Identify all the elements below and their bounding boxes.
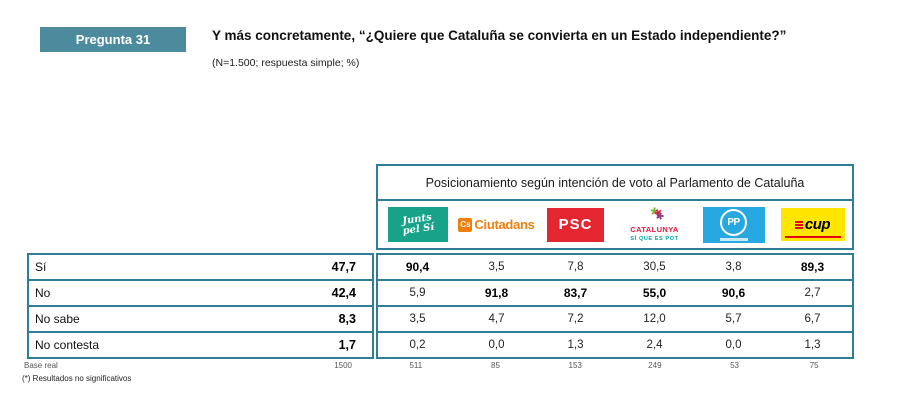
table-row: No 42,4 (29, 281, 372, 307)
value-cell: 55,0 (642, 286, 667, 300)
cup-red-strip (784, 236, 841, 238)
pp-circle-icon: PP (720, 208, 747, 236)
cs-badge-icon: Cs (458, 217, 473, 232)
answers-total-table: Sí 47,7 No 42,4 No sabe 8,3 No contesta 1,7 (27, 253, 374, 359)
value-cell: 2,4 (646, 339, 663, 351)
junts-pel-si-logo: Junts pel Sí (387, 207, 448, 242)
vote-intention-header-box: Posicionamiento según intención de voto … (376, 164, 854, 250)
party-column-psc: PSC (536, 201, 615, 248)
csqp-logo-line1: CATALUNYA (630, 224, 679, 234)
value-cell: 6,7 (804, 313, 821, 325)
row-label: No sabe (35, 312, 80, 326)
value-cell: 12,0 (643, 313, 666, 325)
value-cell: 90,4 (405, 260, 430, 274)
row-total-value: 47,7 (331, 260, 356, 274)
row-label: Sí (35, 260, 47, 274)
value-cell: 5,7 (725, 313, 742, 325)
base-real-value: 249 (648, 361, 662, 370)
row-total-value: 42,4 (331, 286, 356, 300)
party-column-catalunya-si-que-es-pot: * * * CATALUNYA SÍ QUE ES POT (615, 201, 694, 248)
value-cell: 4,7 (488, 313, 505, 325)
party-logo-row: Junts pel Sí Cs Ciutadans PSC * * * CATALU… (378, 201, 852, 248)
base-real-by-party: 511 85 153 249 53 75 (376, 361, 854, 370)
ciutadans-logo: Cs Ciutadans (458, 217, 535, 232)
party-column-ciutadans: Cs Ciutadans (457, 201, 536, 248)
question-number-badge: Pregunta 31 (40, 27, 186, 52)
csqp-star-icon: * * * (644, 204, 666, 226)
row-total-value: 8,3 (338, 312, 356, 326)
row-total-value: 1,7 (338, 338, 356, 352)
base-real-value: 511 (409, 361, 423, 370)
table-row: Sí 47,7 (29, 255, 372, 281)
table-row-values: 90,4 3,5 7,8 30,5 3,8 89,3 (378, 255, 852, 281)
table-row-values: 5,9 91,8 83,7 55,0 90,6 2,7 (378, 281, 852, 307)
table-row-values: 0,2 0,0 1,3 2,4 0,0 1,3 (378, 333, 852, 357)
junts-pel-si-logo-text: Junts pel Sí (401, 211, 435, 237)
value-cell: 1,3 (567, 339, 584, 351)
csqp-logo-line2: SÍ QUE ES POT (630, 235, 679, 242)
value-cell: 89,3 (800, 260, 825, 274)
cup-logo-text: cup (804, 216, 831, 233)
base-real-value: 53 (730, 361, 739, 370)
sample-note: (N=1.500; respuesta simple; %) (212, 57, 360, 69)
party-column-cup: cup (773, 201, 852, 248)
value-cell: 7,2 (567, 313, 584, 325)
cup-bars-icon (794, 220, 803, 229)
base-real-value: 75 (809, 361, 819, 370)
psc-logo: PSC (547, 207, 604, 242)
party-column-pp: PP (694, 201, 773, 248)
cup-logo: cup (780, 208, 845, 241)
base-real-left: Base real 1500 (24, 361, 374, 370)
base-real-total: 1500 (334, 361, 352, 370)
value-cell: 5,9 (409, 287, 426, 299)
value-cell: 3,8 (725, 261, 742, 273)
value-cell: 91,8 (484, 286, 509, 300)
base-real-value: 85 (491, 361, 500, 370)
question-title: Y más concretamente, “¿Quiere que Catalu… (212, 28, 787, 43)
row-label: No (35, 286, 51, 300)
pp-logo: PP (702, 206, 765, 243)
party-column-junts-pel-si: Junts pel Sí (378, 201, 457, 248)
value-cell: 30,5 (643, 261, 666, 273)
value-cell: 3,5 (409, 313, 426, 325)
row-label: No contesta (35, 338, 100, 352)
value-cell: 0,2 (409, 339, 426, 351)
answers-by-party-table: 90,4 3,5 7,8 30,5 3,8 89,3 5,9 91,8 83,7 55,0 90,6… (376, 253, 854, 359)
table-row: No sabe 8,3 (29, 307, 372, 333)
value-cell: 83,7 (563, 286, 588, 300)
value-cell: 0,0 (488, 339, 505, 351)
value-cell: 3,5 (488, 261, 505, 273)
value-cell: 0,0 (725, 339, 742, 351)
value-cell: 7,8 (567, 261, 584, 273)
catalunya-si-que-es-pot-logo: * * * CATALUNYA SÍ QUE ES POT (630, 204, 679, 243)
table-header: Posicionamiento según intención de voto … (378, 166, 852, 201)
value-cell: 90,6 (721, 286, 746, 300)
footnote: (*) Resultados no significativos (22, 374, 132, 383)
pp-logo-subtext (719, 237, 748, 241)
table-row-values: 3,5 4,7 7,2 12,0 5,7 6,7 (378, 307, 852, 333)
table-row: No contesta 1,7 (29, 333, 372, 357)
value-cell: 2,7 (804, 287, 821, 299)
ciutadans-logo-text: Ciutadans (474, 217, 535, 232)
base-real-value: 153 (568, 361, 582, 370)
value-cell: 1,3 (804, 339, 821, 351)
base-real-label: Base real (24, 361, 58, 370)
